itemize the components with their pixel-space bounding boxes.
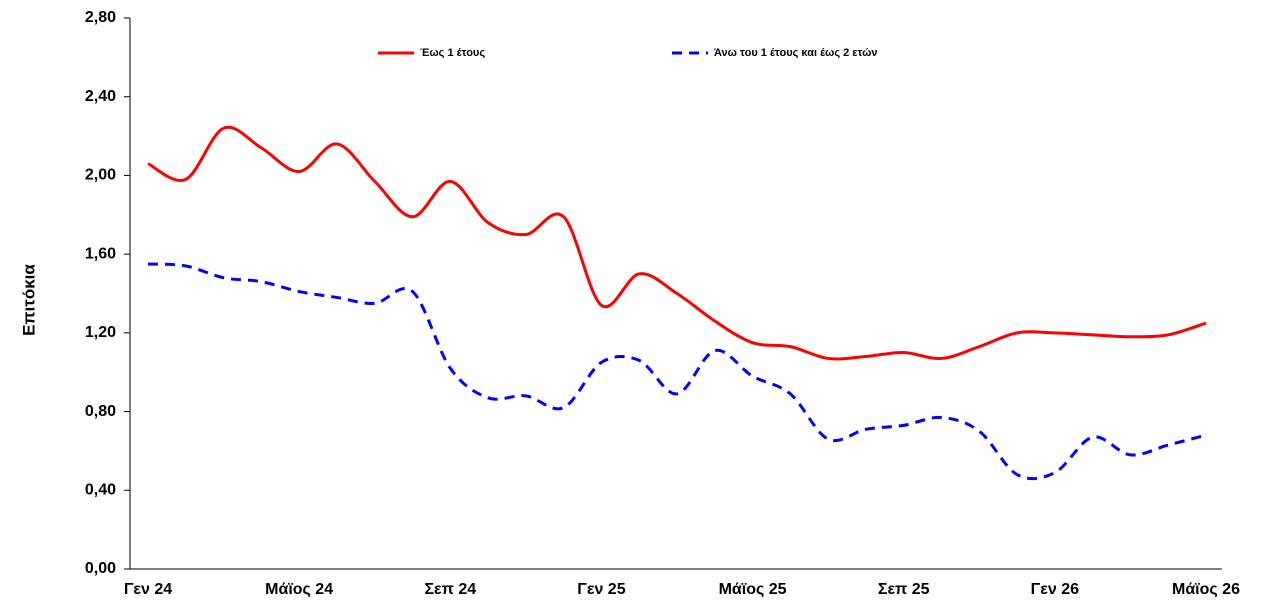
x-tick-label: Σεπ 25 <box>878 581 930 598</box>
y-tick-label: 1,20 <box>85 324 116 341</box>
y-tick-label: 2,80 <box>85 9 116 26</box>
series-line <box>147 262 1207 481</box>
y-tick-label: 0,00 <box>85 560 116 577</box>
x-tick-label: Μάϊος 26 <box>1172 581 1240 598</box>
y-tick-label: 2,00 <box>85 167 116 184</box>
y-axis-label: Επιτόκια <box>19 264 38 336</box>
y-tick-label: 0,40 <box>85 482 116 499</box>
legend-label: Έως 1 έτους <box>420 47 485 59</box>
y-tick-label: 1,60 <box>85 245 116 262</box>
y-tick-label: 2,40 <box>85 88 116 105</box>
series-line <box>147 125 1207 361</box>
legend-label: Άνω του 1 έτους και έως 2 ετών <box>714 47 878 59</box>
x-tick-label: Σεπ 24 <box>424 581 476 598</box>
x-tick-label: Γεν 24 <box>124 581 172 598</box>
x-tick-label: Μάϊος 25 <box>719 581 787 598</box>
y-tick-label: 0,80 <box>85 403 116 420</box>
x-tick-label: Γεν 26 <box>1031 581 1079 598</box>
x-tick-label: Μάϊος 24 <box>265 581 333 598</box>
x-tick-label: Γεν 25 <box>577 581 625 598</box>
